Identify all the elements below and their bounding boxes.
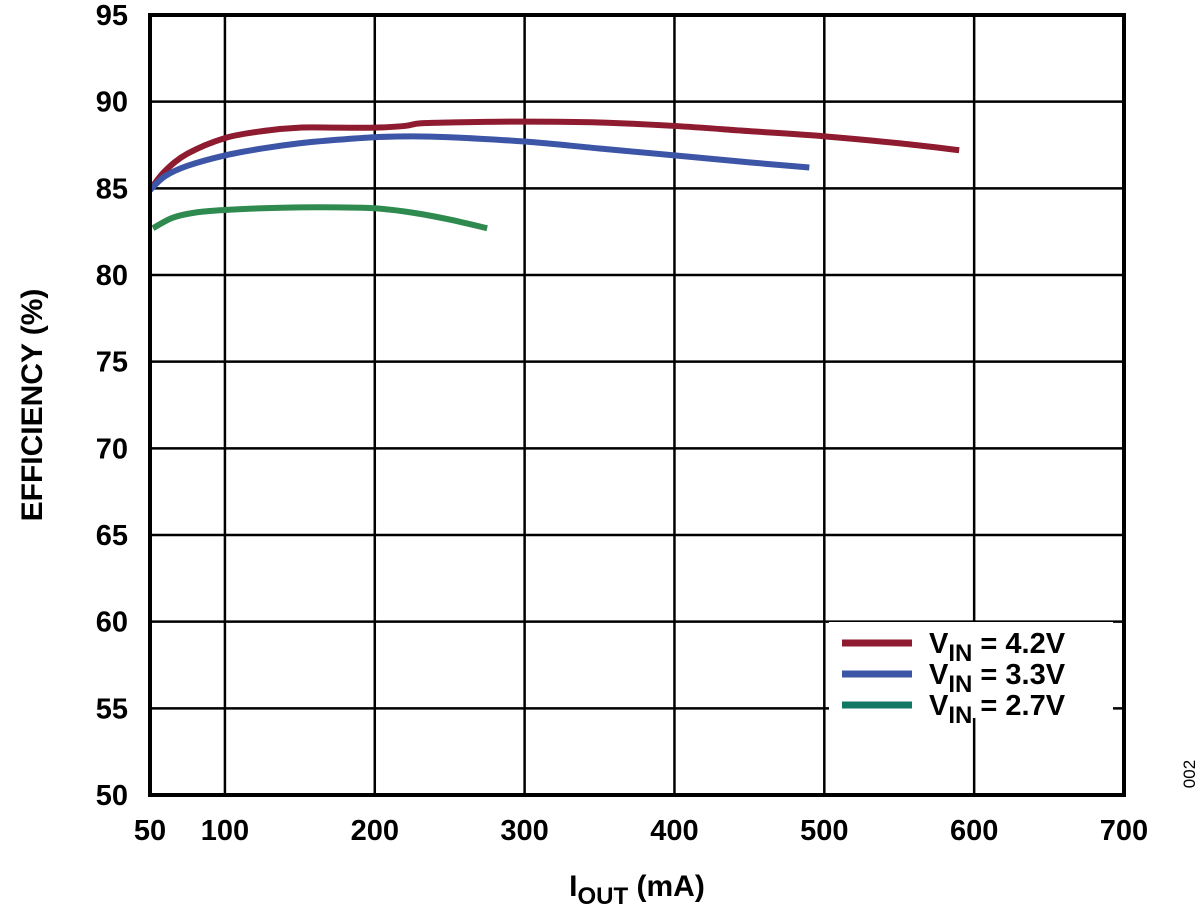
x-tick-label: 50 [134, 815, 166, 847]
y-tick-label: 70 [96, 433, 128, 465]
y-tick-label: 80 [96, 260, 128, 292]
legend-label-1: VIN = 3.3V [929, 659, 1066, 698]
x-axis-title-subscript: OUT [578, 883, 629, 910]
x-tick-label: 500 [800, 815, 848, 847]
x-tick-label: 300 [500, 815, 548, 847]
x-axis-title-main: I [569, 870, 577, 903]
x-tick-label: 700 [1100, 815, 1148, 847]
x-tick-label: 400 [650, 815, 698, 847]
series-line-1 [147, 133, 810, 193]
y-tick-label: 65 [96, 520, 128, 552]
plot-frame [148, 13, 1126, 797]
series-line-0 [147, 118, 960, 192]
x-axis-title-unit: (mA) [628, 870, 705, 903]
x-tick-label: 600 [950, 815, 998, 847]
y-tick-label: 85 [96, 173, 128, 205]
legend-label-2: VIN = 2.7V [929, 690, 1066, 729]
y-axis-tick-labels: 50 55 60 65 70 75 80 85 90 95 [96, 0, 128, 812]
figure-id: 002 [1180, 760, 1199, 788]
y-tick-label: 60 [96, 607, 128, 639]
grid-lines [150, 15, 1124, 795]
y-tick-label: 50 [96, 780, 128, 812]
legend-label-0: VIN = 4.2V [929, 628, 1066, 667]
x-tick-label: 200 [351, 815, 399, 847]
series-line-2 [151, 204, 488, 232]
data-series [147, 118, 960, 232]
y-tick-label: 55 [96, 693, 128, 725]
x-axis-tick-labels: 50 100 200 300 400 500 600 700 [134, 815, 1148, 847]
y-axis-title: EFFICIENCY (%) [16, 289, 49, 522]
x-tick-label: 100 [201, 815, 249, 847]
y-tick-label: 95 [96, 0, 128, 32]
x-axis-title: IOUT (mA) [569, 870, 705, 910]
y-tick-label: 90 [96, 87, 128, 119]
y-tick-label: 75 [96, 347, 128, 379]
